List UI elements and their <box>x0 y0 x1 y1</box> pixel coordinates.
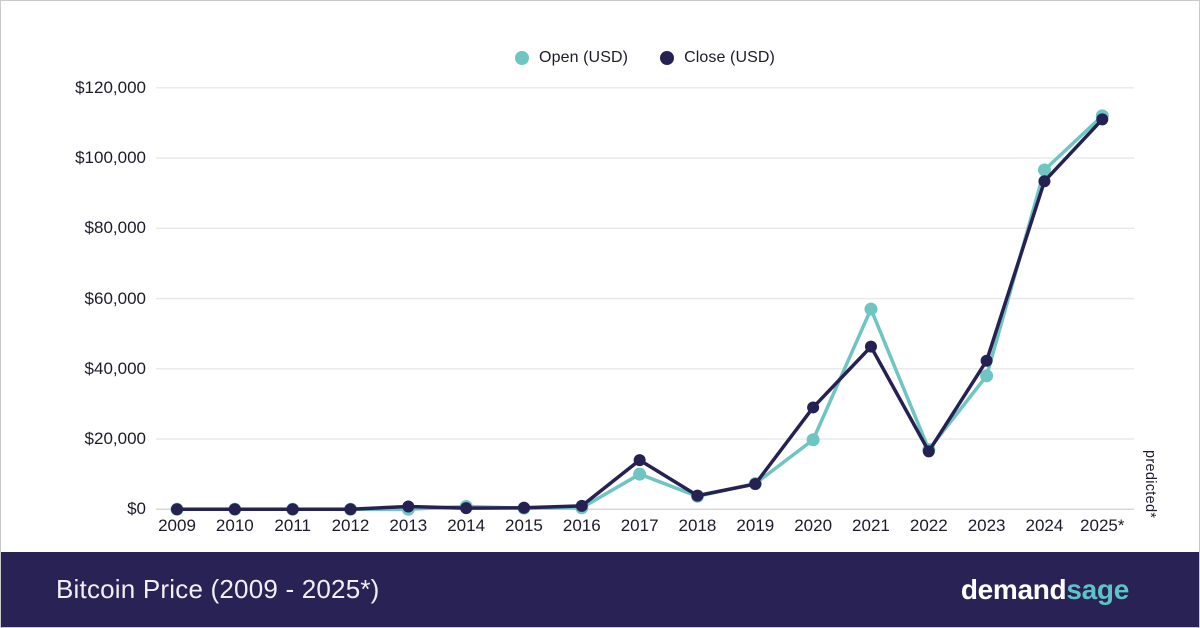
predicted-note: predicted* <box>1142 450 1158 519</box>
y-tick-label: $80,000 <box>84 218 146 238</box>
x-tick-label: 2009 <box>158 516 196 535</box>
data-point-close <box>460 502 473 515</box>
data-point-open <box>980 369 994 383</box>
legend-item-close-usd: Close (USD) <box>660 49 775 67</box>
data-point-open <box>864 302 878 316</box>
series-line-close <box>175 117 1105 512</box>
data-point-close <box>807 401 820 414</box>
x-tick-label: 2017 <box>620 516 659 535</box>
y-tick-label: $60,000 <box>84 288 146 308</box>
y-tick-label: $120,000 <box>75 77 146 97</box>
data-point-close <box>517 501 530 514</box>
y-tick-label: $0 <box>127 499 146 519</box>
y-tick-label: $100,000 <box>75 148 146 168</box>
x-tick-label: 2022 <box>909 516 948 535</box>
chart-title: Bitcoin Price (2009 - 2025*) <box>56 574 380 604</box>
x-tick-label: 2011 <box>274 516 311 535</box>
y-tick-label: $20,000 <box>84 429 146 449</box>
data-point-open <box>1037 163 1051 177</box>
data-point-close <box>228 503 241 516</box>
data-point-close <box>691 489 704 502</box>
x-tick-label: 2015 <box>505 516 543 535</box>
data-point-close <box>749 478 762 491</box>
x-tick-label: 2024 <box>1025 516 1064 535</box>
line-chart <box>156 87 1134 516</box>
legend-dot-icon <box>515 51 530 65</box>
y-tick-label: $40,000 <box>84 358 146 378</box>
x-tick-label: 2023 <box>967 516 1006 535</box>
brand-logo-sage: sage <box>1066 573 1129 605</box>
data-point-close <box>171 503 183 516</box>
x-tick-label: 2019 <box>736 516 775 535</box>
brand-logo-demand: demand <box>960 573 1067 605</box>
x-tick-label: 2021 <box>852 516 890 535</box>
data-point-close <box>402 500 415 513</box>
series-line-open <box>175 114 1105 512</box>
data-point-close <box>980 354 993 367</box>
data-point-close <box>922 445 935 458</box>
data-point-close <box>286 503 299 516</box>
data-point-close <box>575 499 588 512</box>
x-tick-label: 2013 <box>389 516 428 535</box>
data-point-close <box>1096 113 1109 126</box>
legend-label: Open (USD) <box>539 49 629 66</box>
x-tick-label: 2012 <box>331 516 370 535</box>
legend-label: Close (USD) <box>684 49 775 66</box>
x-tick-label: 2010 <box>215 516 254 535</box>
brand-logo: demandsage <box>961 574 1129 606</box>
chart-legend: Open (USD) Close (USD) <box>156 45 1134 71</box>
data-point-close <box>344 503 357 516</box>
data-point-open <box>806 433 820 447</box>
x-tick-label: 2020 <box>794 516 833 535</box>
x-tick-label: 2014 <box>447 516 486 535</box>
x-tick-label: 2018 <box>678 516 717 535</box>
x-tick-label: 2025* <box>1080 516 1125 535</box>
data-point-close <box>864 340 877 353</box>
legend-dot-icon <box>660 51 675 65</box>
legend-item-open-usd: Open (USD) <box>515 49 628 67</box>
data-point-close <box>633 454 646 467</box>
data-point-close <box>1038 175 1051 188</box>
footer-bar: Bitcoin Price (2009 - 2025*) demandsage <box>1 552 1199 627</box>
data-point-open <box>633 467 647 481</box>
plot-area: $0 $20,000 $40,000 $60,000 $80,000 $100,000 $1… <box>1 1 1199 554</box>
x-tick-label: 2016 <box>562 516 601 535</box>
